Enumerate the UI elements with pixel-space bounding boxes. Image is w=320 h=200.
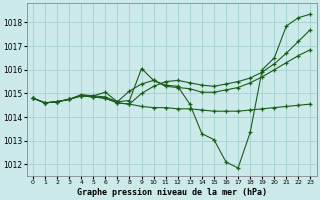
X-axis label: Graphe pression niveau de la mer (hPa): Graphe pression niveau de la mer (hPa) <box>77 188 267 197</box>
